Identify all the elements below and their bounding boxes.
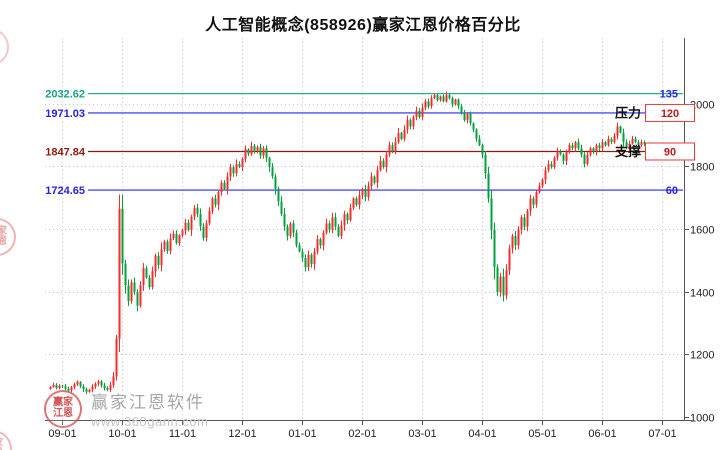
down-candle-bodies bbox=[55, 95, 646, 392]
x-tick-label: 07-01 bbox=[648, 428, 676, 440]
x-tick-label: 12-01 bbox=[228, 428, 256, 440]
watermark-brand: 赢家江恩软件 bbox=[91, 393, 205, 412]
x-tick-label: 03-01 bbox=[408, 428, 436, 440]
x-tick-label: 04-01 bbox=[468, 428, 496, 440]
brand-seal-logo: 赢家 江恩 bbox=[44, 389, 82, 428]
seal-text-top: 赢家 bbox=[53, 397, 73, 408]
y-tick-label: 1200 bbox=[690, 350, 714, 362]
gann-line-value-label: 1971.03 bbox=[45, 108, 85, 120]
x-tick-label: 11-01 bbox=[169, 428, 196, 440]
y-tick-label: 1000 bbox=[690, 413, 714, 425]
y-tick-label: 2000 bbox=[690, 100, 714, 112]
support-label: 支撑 bbox=[614, 144, 641, 159]
up-candle-wicks bbox=[50, 91, 642, 393]
seal-text-bottom: 江恩 bbox=[53, 407, 73, 419]
resistance-label: 压力 bbox=[615, 105, 641, 120]
gann-line-percent-label: 135 bbox=[660, 89, 678, 101]
x-tick-label: 05-01 bbox=[528, 428, 556, 440]
x-tick-label: 02-01 bbox=[348, 428, 376, 440]
x-tick-label: 06-01 bbox=[588, 428, 616, 440]
y-tick-label: 1600 bbox=[690, 225, 714, 237]
y-tick-label: 1800 bbox=[690, 162, 714, 174]
down-candle-wicks bbox=[56, 93, 645, 395]
chart-title: 人工智能概念(858926)赢家江恩价格百分比 bbox=[205, 17, 521, 34]
watermark-url: www.360gann.com bbox=[91, 414, 209, 429]
y-tick-label: 1400 bbox=[690, 288, 714, 300]
watermark-text: 赢家江恩软件 www.360gann.com bbox=[91, 388, 208, 429]
level-badge-value: 120 bbox=[661, 108, 679, 120]
gann-line-percent-label: 60 bbox=[666, 185, 678, 197]
resistance-value-badge bbox=[645, 103, 695, 122]
gann-line-value-label: 1724.65 bbox=[45, 185, 85, 197]
up-candle-bodies bbox=[49, 95, 643, 392]
x-tick-label: 01-01 bbox=[288, 428, 316, 440]
x-tick-label: 09-01 bbox=[48, 428, 76, 440]
support-value-badge bbox=[645, 142, 695, 161]
level-badge-value: 90 bbox=[664, 146, 676, 158]
watermark: 赢家 江恩 赢家江恩软件 www.360gann.com bbox=[44, 388, 208, 429]
gann-line-value-label: 1847.84 bbox=[45, 146, 86, 158]
x-tick-label: 10-01 bbox=[108, 428, 136, 440]
gann-line-value-label: 2032.62 bbox=[45, 89, 85, 101]
